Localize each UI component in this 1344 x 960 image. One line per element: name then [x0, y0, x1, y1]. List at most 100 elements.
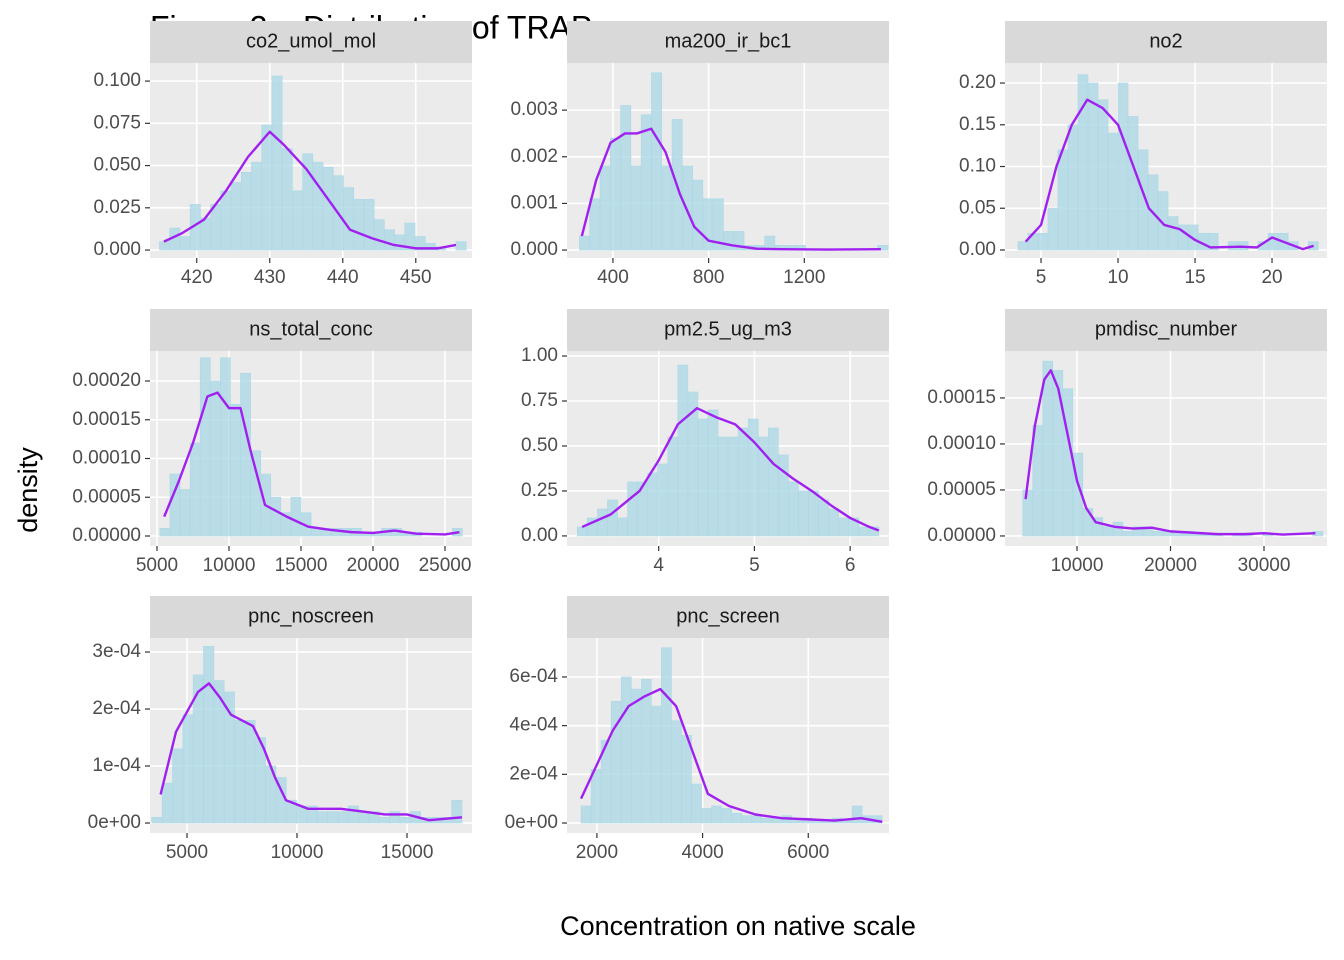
histogram-bar: [244, 720, 256, 824]
histogram-bar: [151, 817, 163, 824]
x-axis-label: Concentration on native scale: [560, 911, 916, 941]
histogram-bar: [1117, 82, 1129, 251]
y-axis-label: density: [13, 447, 43, 533]
histogram-bar: [791, 820, 803, 824]
histogram-bar: [337, 811, 349, 824]
strip-label: pm2.5_ug_m3: [664, 318, 792, 340]
histogram-bar: [182, 714, 194, 824]
x-tick-label: 15000: [275, 555, 328, 576]
histogram-bar: [751, 815, 763, 824]
density-line: [163, 391, 460, 536]
histogram-bar: [1042, 360, 1054, 537]
strip: [1005, 309, 1327, 351]
histogram-bar: [292, 190, 303, 251]
histogram-bar: [240, 172, 252, 251]
x-tick-label: 10000: [271, 842, 324, 863]
histogram-bar: [671, 720, 682, 824]
histogram-bar: [717, 436, 729, 537]
density-line: [581, 407, 880, 532]
histogram-bar: [640, 114, 652, 251]
histogram-bar: [868, 526, 880, 537]
y-tick-label: 0.20: [959, 72, 996, 93]
histogram-bar: [179, 236, 191, 251]
histogram-bar: [667, 436, 679, 537]
y-tick-label: 0.00: [521, 525, 558, 546]
y-tick-label: 0.00010: [72, 448, 141, 469]
histogram-bar: [220, 190, 232, 251]
histogram-bar: [1107, 132, 1119, 251]
histogram-bar: [1152, 531, 1164, 537]
histogram-bar: [1037, 232, 1049, 251]
x-tick-label: 4: [653, 555, 664, 576]
y-tick-label: 0.075: [93, 112, 141, 133]
x-tick-label: 20: [1261, 267, 1282, 288]
strip: [1005, 21, 1327, 63]
histogram-bar: [737, 427, 749, 537]
histogram-bar: [682, 165, 693, 251]
y-tick-label: 0.50: [521, 435, 558, 456]
histogram-bar: [210, 204, 222, 251]
histogram-bar: [271, 75, 283, 251]
y-tick-label: 4e-04: [509, 715, 558, 736]
y-tick-label: 0e+00: [88, 812, 141, 833]
x-tick-label: 420: [181, 267, 213, 288]
histogram-bar: [788, 481, 799, 537]
histogram-bar: [240, 372, 251, 537]
x-tick-label: 20000: [347, 555, 400, 576]
y-tick-label: 0.75: [521, 390, 558, 411]
histogram-bar: [353, 199, 365, 251]
histogram-bar: [691, 783, 702, 824]
x-tick-label: 6000: [787, 842, 829, 863]
histogram-bar: [343, 187, 355, 251]
histogram-bar: [384, 229, 395, 251]
histogram-bar: [394, 234, 406, 251]
density-line: [1024, 369, 1316, 536]
x-tick-label: 15: [1184, 267, 1205, 288]
histogram-bar: [697, 418, 709, 537]
histogram-bar: [1087, 82, 1099, 251]
histogram-bar: [373, 219, 385, 251]
y-tick-label: 0.025: [93, 197, 141, 218]
histogram-bar: [580, 805, 592, 824]
histogram-bar: [1052, 370, 1064, 537]
histogram-bar: [251, 161, 263, 251]
y-tick-label: 0.10: [959, 156, 996, 177]
y-tick-label: 2e-04: [509, 763, 558, 784]
histogram-bar: [1067, 124, 1079, 251]
histogram-bar: [731, 812, 742, 824]
strip-label: no2: [1149, 30, 1182, 52]
y-tick-label: 0.000: [93, 239, 141, 260]
histogram-bar: [322, 166, 334, 251]
histogram-bar: [577, 526, 588, 537]
histogram-bar: [723, 231, 735, 251]
x-tick-label: 5: [749, 555, 760, 576]
histogram-bar: [727, 436, 739, 537]
histogram-bar: [1022, 489, 1034, 537]
y-tick-label: 0.003: [510, 99, 558, 120]
histogram-bar: [701, 808, 712, 824]
strip: [567, 596, 889, 638]
histogram-bar: [1102, 526, 1114, 537]
histogram-bar: [1127, 116, 1139, 251]
histogram-bar: [179, 489, 191, 537]
histogram-bar: [234, 720, 246, 824]
histogram-bar: [347, 805, 359, 824]
histogram-bar: [230, 403, 241, 537]
x-tick-label: 400: [597, 267, 629, 288]
histogram-bar: [1122, 531, 1134, 537]
histogram-bar: [721, 808, 732, 824]
histogram-bar: [1267, 232, 1279, 251]
y-tick-label: 0.00005: [927, 479, 996, 500]
y-tick-label: 0.00000: [72, 525, 141, 546]
histogram-bar: [761, 817, 773, 824]
x-tick-label: 20000: [1144, 555, 1197, 576]
x-tick-label: 30000: [1238, 555, 1291, 576]
x-tick-label: 4000: [681, 842, 723, 863]
histogram-bar: [455, 241, 467, 251]
histogram-bar: [651, 72, 663, 251]
y-tick-label: 0.001: [510, 192, 558, 213]
histogram-bar: [1112, 521, 1124, 537]
histogram-bar: [250, 450, 261, 537]
x-tick-label: 800: [693, 267, 725, 288]
